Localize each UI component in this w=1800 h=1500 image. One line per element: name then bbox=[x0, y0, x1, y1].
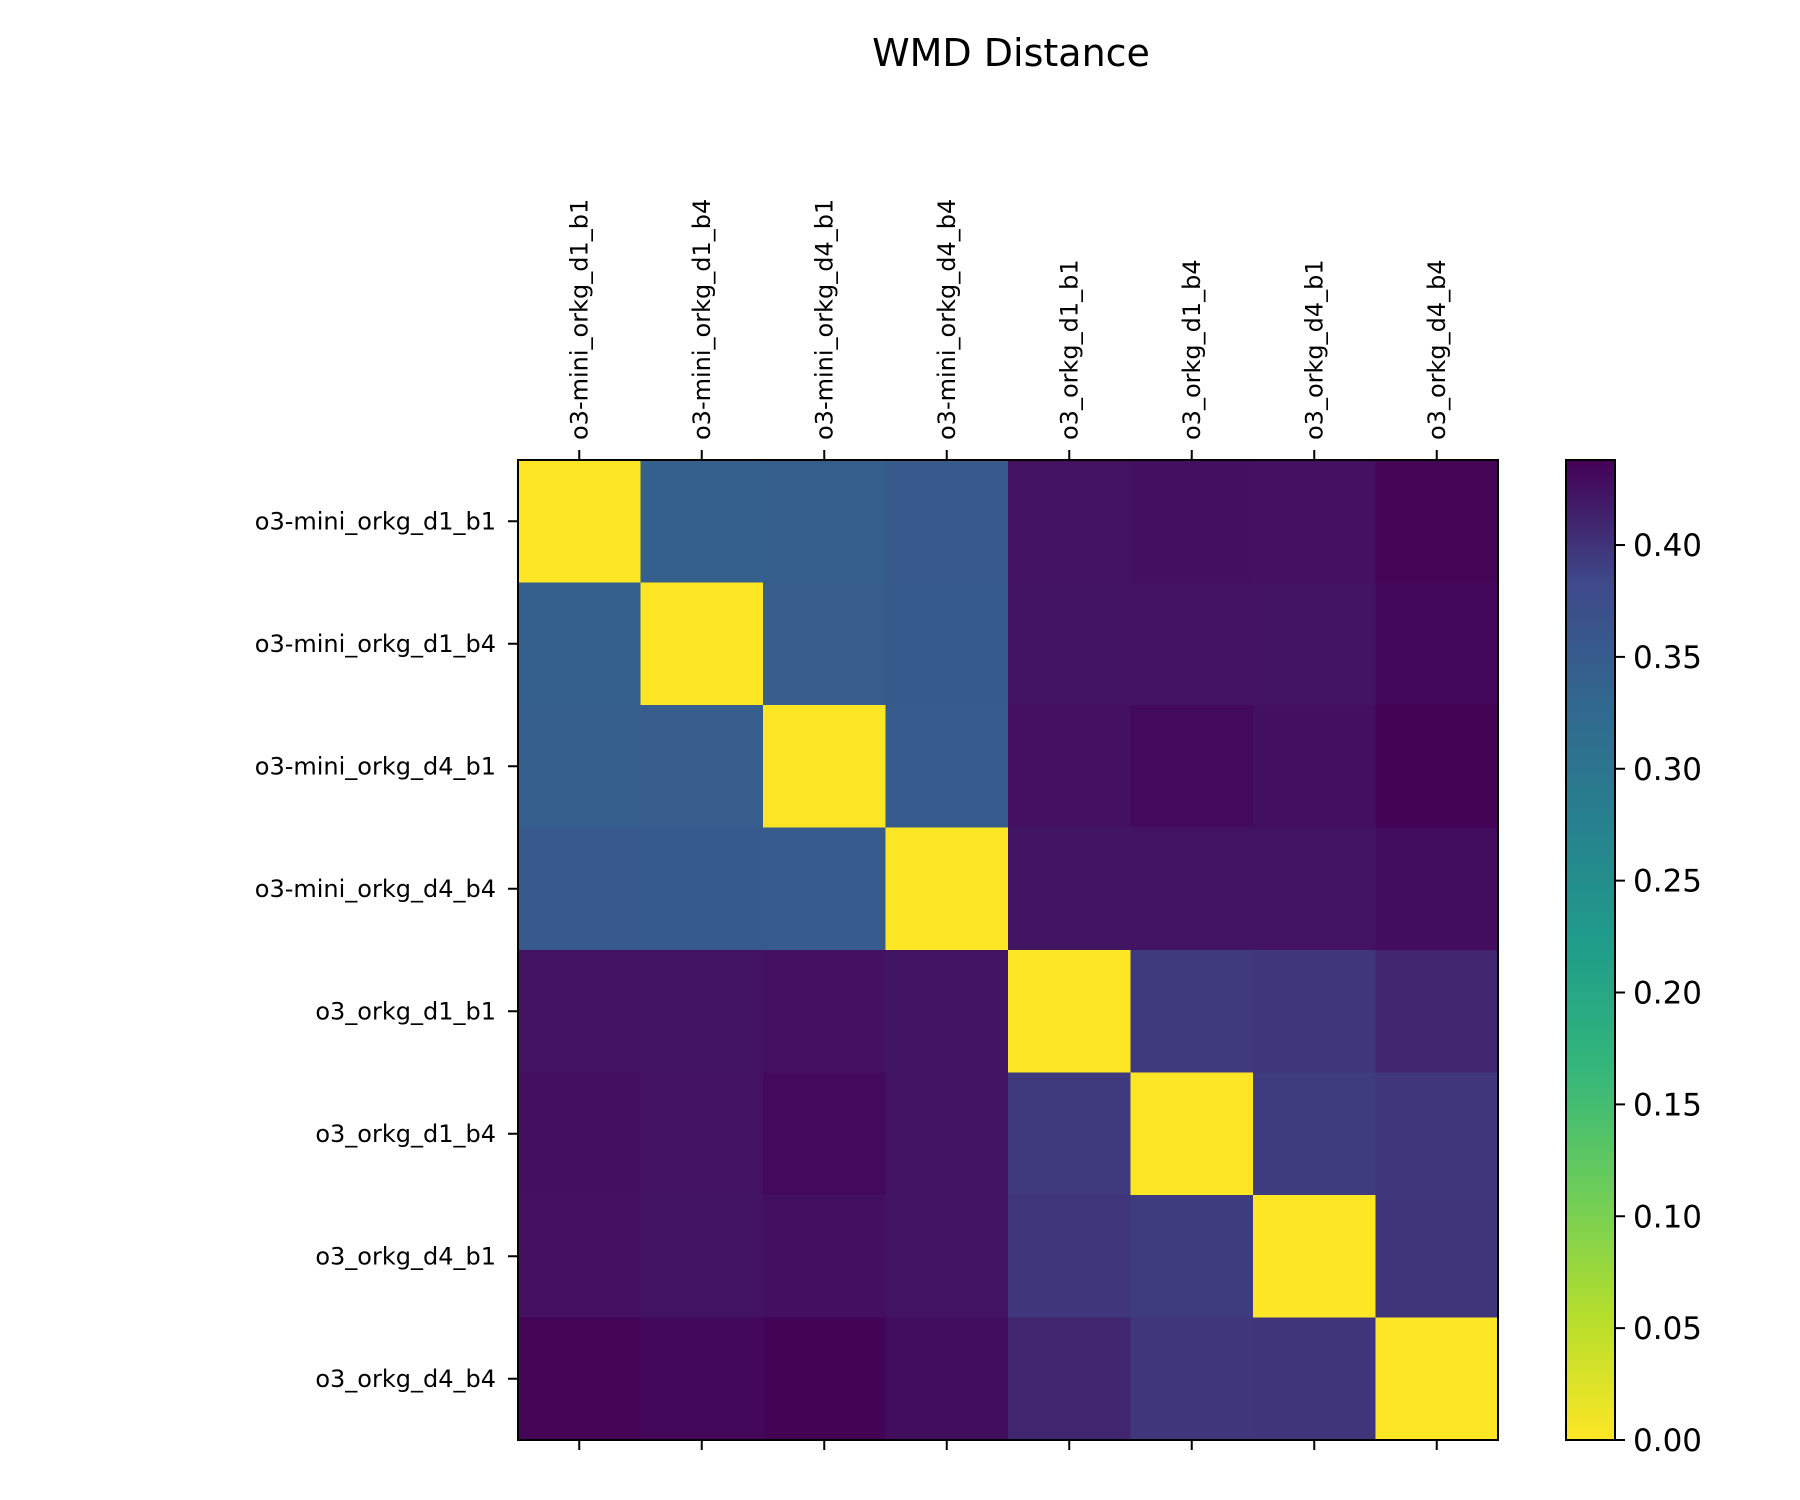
x-tick-label: o3_orkg_d1_b1 bbox=[1055, 259, 1083, 440]
y-tick-label: o3-mini_orkg_d4_b1 bbox=[255, 752, 496, 780]
heatmap-cell bbox=[1253, 582, 1376, 706]
heatmap-cell bbox=[885, 827, 1009, 951]
y-tick-label: o3-mini_orkg_d4_b4 bbox=[255, 875, 496, 903]
heatmap-cell bbox=[1008, 1195, 1131, 1318]
heatmap-cell bbox=[1375, 705, 1499, 828]
colorbar-tick-label: 0.25 bbox=[1633, 864, 1702, 900]
heatmap-cell bbox=[763, 1195, 886, 1318]
heatmap-cell bbox=[885, 705, 1009, 828]
heatmap-cell bbox=[1375, 582, 1499, 706]
heatmap-cell bbox=[640, 1072, 764, 1196]
heatmap-cell bbox=[518, 582, 641, 706]
heatmap-cell bbox=[763, 950, 886, 1073]
x-tick-label: o3-mini_orkg_d4_b1 bbox=[810, 199, 838, 440]
heatmap-cell bbox=[885, 950, 1009, 1073]
y-tick-label: o3_orkg_d1_b4 bbox=[315, 1120, 496, 1148]
heatmap-cell bbox=[1375, 1317, 1499, 1441]
heatmap-cell bbox=[763, 1317, 886, 1441]
heatmap-cell bbox=[1253, 950, 1376, 1073]
heatmap-cell bbox=[885, 1072, 1009, 1196]
heatmap-cell bbox=[518, 705, 641, 828]
heatmap-cell bbox=[518, 1317, 641, 1441]
heatmap-cell bbox=[1130, 705, 1254, 828]
x-tick-label: o3_orkg_d4_b4 bbox=[1423, 259, 1451, 440]
heatmap-cell bbox=[1008, 1317, 1131, 1441]
heatmap-cell bbox=[763, 705, 886, 828]
heatmap-cell bbox=[1253, 1195, 1376, 1318]
x-tick-label: o3-mini_orkg_d1_b1 bbox=[565, 199, 593, 440]
heatmap-cell bbox=[763, 582, 886, 706]
heatmap-cell bbox=[1130, 1317, 1254, 1441]
heatmap-cell bbox=[640, 1317, 764, 1441]
colorbar-tick-label: 0.30 bbox=[1633, 752, 1702, 788]
heatmap-cell bbox=[518, 1072, 641, 1196]
x-tick-label: o3_orkg_d4_b1 bbox=[1300, 259, 1328, 440]
colorbar-tick-label: 0.40 bbox=[1633, 528, 1702, 564]
colorbar-tick-label: 0.15 bbox=[1633, 1087, 1702, 1123]
heatmap-cell bbox=[1253, 1072, 1376, 1196]
heatmap-cell bbox=[640, 582, 764, 706]
heatmap-cell bbox=[1375, 950, 1499, 1073]
heatmap-cell bbox=[1130, 950, 1254, 1073]
y-tick-label: o3_orkg_d4_b1 bbox=[315, 1242, 496, 1270]
heatmap-cell bbox=[640, 827, 764, 951]
heatmap-cell bbox=[518, 950, 641, 1073]
y-tick-label: o3_orkg_d1_b1 bbox=[315, 997, 496, 1025]
heatmap-frame bbox=[517, 459, 1499, 1441]
colorbar bbox=[1565, 459, 1616, 1441]
heatmap-cell bbox=[1130, 582, 1254, 706]
heatmap-cell bbox=[1130, 827, 1254, 951]
heatmap-cell bbox=[640, 950, 764, 1073]
heatmap-cell bbox=[1008, 705, 1131, 828]
colorbar-tick-label: 0.10 bbox=[1633, 1199, 1702, 1235]
heatmap-cell bbox=[1008, 950, 1131, 1073]
heatmap-cell bbox=[1008, 1072, 1131, 1196]
colorbar-tick-label: 0.00 bbox=[1633, 1423, 1702, 1459]
heatmap-cell bbox=[640, 460, 764, 583]
heatmap-cell bbox=[885, 460, 1009, 583]
heatmap-cell bbox=[1008, 460, 1131, 583]
heatmap-cell bbox=[1375, 460, 1499, 583]
heatmap-cell bbox=[1130, 460, 1254, 583]
heatmap-cell bbox=[640, 1195, 764, 1318]
y-tick-label: o3-mini_orkg_d1_b4 bbox=[255, 630, 496, 658]
heatmap-cell bbox=[1008, 827, 1131, 951]
y-tick-label: o3-mini_orkg_d1_b1 bbox=[255, 507, 496, 535]
heatmap-cell bbox=[885, 1317, 1009, 1441]
y-tick-label: o3_orkg_d4_b4 bbox=[315, 1365, 496, 1393]
colorbar-tick-label: 0.20 bbox=[1633, 976, 1702, 1012]
x-tick-label: o3-mini_orkg_d4_b4 bbox=[933, 199, 961, 440]
heatmap-cell bbox=[518, 827, 641, 951]
colorbar-ticks: 0.00 0.05 0.10 0.15 0.20 0.25 0.30 0.35 0.40 bbox=[1615, 528, 1702, 1459]
x-tick-labels: o3-mini_orkg_d1_b1 o3-mini_orkg_d1_b4 o3-m… bbox=[565, 199, 1451, 1450]
heatmap-cell bbox=[640, 705, 764, 828]
heatmap-cell bbox=[1375, 1072, 1499, 1196]
heatmap-cell bbox=[763, 460, 886, 583]
x-tick-label: o3-mini_orkg_d1_b4 bbox=[688, 199, 716, 440]
heatmap-cell bbox=[885, 582, 1009, 706]
heatmap-cell bbox=[1130, 1195, 1254, 1318]
colorbar-tick-label: 0.35 bbox=[1633, 640, 1702, 676]
heatmap-cell bbox=[1253, 460, 1376, 583]
heatmap-cell bbox=[1130, 1072, 1254, 1196]
heatmap-cell bbox=[1008, 582, 1131, 706]
heatmap-cell bbox=[1253, 827, 1376, 951]
heatmap-cell bbox=[1375, 827, 1499, 951]
heatmap-cells bbox=[518, 460, 1499, 1441]
chart-title: WMD Distance bbox=[872, 31, 1150, 75]
colorbar-tick-label: 0.05 bbox=[1633, 1311, 1702, 1347]
heatmap-cell bbox=[1253, 1317, 1376, 1441]
heatmap-cell bbox=[1253, 705, 1376, 828]
heatmap-cell bbox=[763, 1072, 886, 1196]
heatmap-cell bbox=[1375, 1195, 1499, 1318]
heatmap-cell bbox=[763, 827, 886, 951]
heatmap-cell bbox=[885, 1195, 1009, 1318]
heatmap-cell bbox=[518, 460, 641, 583]
heatmap-cell bbox=[518, 1195, 641, 1318]
x-tick-label: o3_orkg_d1_b4 bbox=[1178, 259, 1206, 440]
y-tick-labels: o3-mini_orkg_d1_b1 o3-mini_orkg_d1_b4 o3-m… bbox=[255, 507, 518, 1393]
